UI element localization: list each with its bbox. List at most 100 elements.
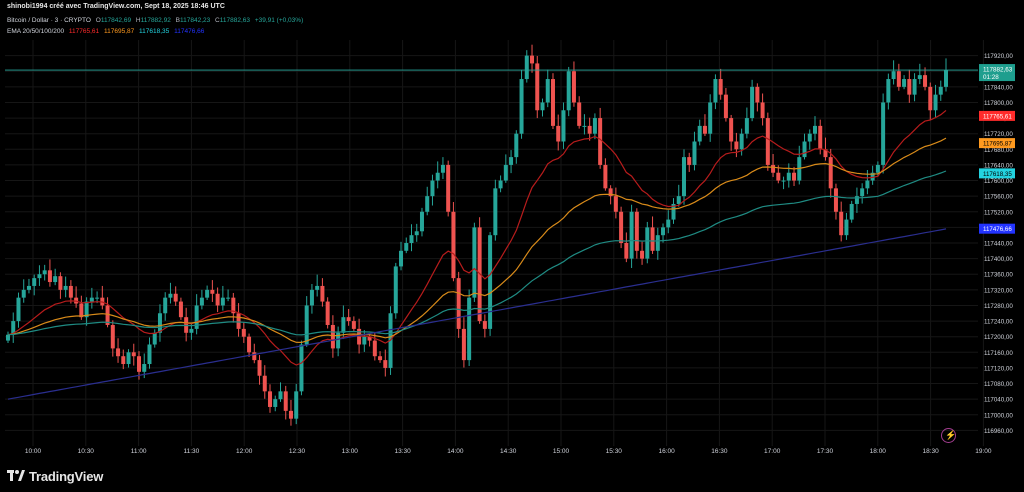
x-tick-label: 15:00 (553, 448, 570, 455)
candle-up (849, 203, 854, 220)
candle-up (362, 336, 367, 345)
candle-down (137, 356, 142, 372)
candle-down (828, 157, 833, 189)
x-tick-label: 13:30 (394, 448, 411, 455)
candle-up (32, 278, 37, 286)
candle-up (944, 70, 948, 87)
candle-up (26, 285, 31, 290)
candle-down (173, 293, 178, 302)
candle-down (325, 301, 330, 325)
candle-up (938, 86, 943, 95)
candle-down (262, 375, 267, 392)
candle-up (467, 297, 472, 361)
x-tick-label: 11:00 (131, 448, 147, 455)
ema-price-tag-label: 117476,66 (983, 226, 1012, 233)
candle-down (535, 63, 540, 111)
candle-up (933, 94, 938, 111)
ema-price-tag-label: 117695,87 (983, 141, 1012, 148)
y-tick-label: 117280,00 (984, 303, 1013, 310)
candle-down (907, 79, 912, 95)
candle-up (315, 285, 320, 290)
candle-down (116, 348, 121, 357)
last-price-tag (979, 64, 1015, 82)
x-tick-label: 15:30 (606, 448, 623, 455)
candle-up (220, 297, 225, 306)
candle-up (414, 231, 419, 236)
candle-up (393, 266, 398, 314)
candle-down (613, 196, 618, 212)
candle-down (357, 328, 362, 345)
y-tick-label: 117600,00 (984, 178, 1013, 185)
candle-down (121, 356, 126, 365)
candle-up (786, 172, 791, 181)
candle-down (268, 391, 273, 407)
y-tick-label: 117160,00 (984, 350, 1013, 357)
candle-up (472, 227, 477, 298)
candle-down (923, 75, 928, 87)
candle-up (509, 157, 514, 165)
y-tick-label: 117320,00 (984, 287, 1013, 294)
y-tick-label: 117640,00 (984, 162, 1013, 169)
ema-label[interactable]: EMA 20/50/100/200 (7, 28, 65, 35)
candle-up (299, 344, 304, 392)
countdown-label: 01:28 (983, 74, 999, 81)
y-tick-label: 117440,00 (984, 241, 1013, 248)
candle-down (550, 79, 555, 126)
candle-down (839, 211, 844, 236)
ema-legend: EMA 20/50/100/200 117765,61 117695,87 11… (7, 28, 204, 35)
y-tick-label: 117520,00 (984, 209, 1013, 216)
candle-up (875, 164, 880, 173)
candle-up (226, 297, 231, 299)
ema-price-tag (979, 110, 1015, 121)
candle-up (661, 227, 666, 236)
open-value: 117842,69 (100, 17, 132, 24)
y-tick-label: 117400,00 (984, 256, 1013, 263)
candle-up (409, 235, 414, 243)
candle-down (105, 305, 110, 325)
candle-up (666, 219, 671, 228)
candle-down (702, 125, 707, 134)
y-tick-label: 117360,00 (984, 272, 1013, 279)
symbol-name[interactable]: Bitcoin / Dollar · 3 · CRYPTO (7, 17, 91, 24)
last-price-label: 117882,63 (983, 67, 1013, 74)
candle-up (519, 79, 524, 134)
candle-up (681, 157, 686, 197)
candle-down (252, 352, 257, 361)
candle-down (247, 336, 252, 353)
candle-up (561, 110, 566, 142)
candle-down (792, 172, 797, 181)
candle-down (650, 227, 655, 251)
candle-down (634, 211, 639, 251)
candle-down (215, 293, 220, 306)
tradingview-logo[interactable]: TradingView (7, 468, 103, 484)
x-tick-label: 17:00 (764, 448, 781, 455)
candle-up (425, 196, 430, 212)
candle-down (346, 317, 351, 322)
alert-button[interactable]: ⚡ (941, 428, 956, 443)
candle-up (53, 276, 58, 283)
ema100-value: 117618,35 (139, 28, 170, 35)
candle-up (917, 75, 922, 80)
y-tick-label: 117560,00 (984, 194, 1013, 201)
candle-down (640, 250, 645, 259)
candle-down (131, 352, 136, 357)
candle-up (126, 352, 131, 365)
x-tick-label: 14:30 (500, 448, 517, 455)
close-label: C (215, 17, 220, 24)
ema20-line (7, 109, 947, 366)
x-tick-label: 12:30 (289, 448, 306, 455)
ema-price-tag-label: 117765,61 (983, 113, 1012, 120)
y-tick-label: 117200,00 (984, 334, 1013, 341)
ema20-value: 117765,61 (68, 28, 100, 35)
candle-up (854, 196, 859, 204)
open-label: O (95, 17, 101, 24)
candle-up (592, 118, 597, 134)
price-chart[interactable]: 116960,00 117000,00 117040,00 117080,00 1171… (0, 0, 1024, 461)
candle-down (818, 125, 823, 150)
candle-up (419, 211, 424, 232)
candle-up (309, 289, 314, 306)
candle-up (692, 141, 697, 165)
candle-up (440, 164, 445, 173)
candle-down (58, 276, 63, 290)
candle-up (676, 196, 681, 204)
